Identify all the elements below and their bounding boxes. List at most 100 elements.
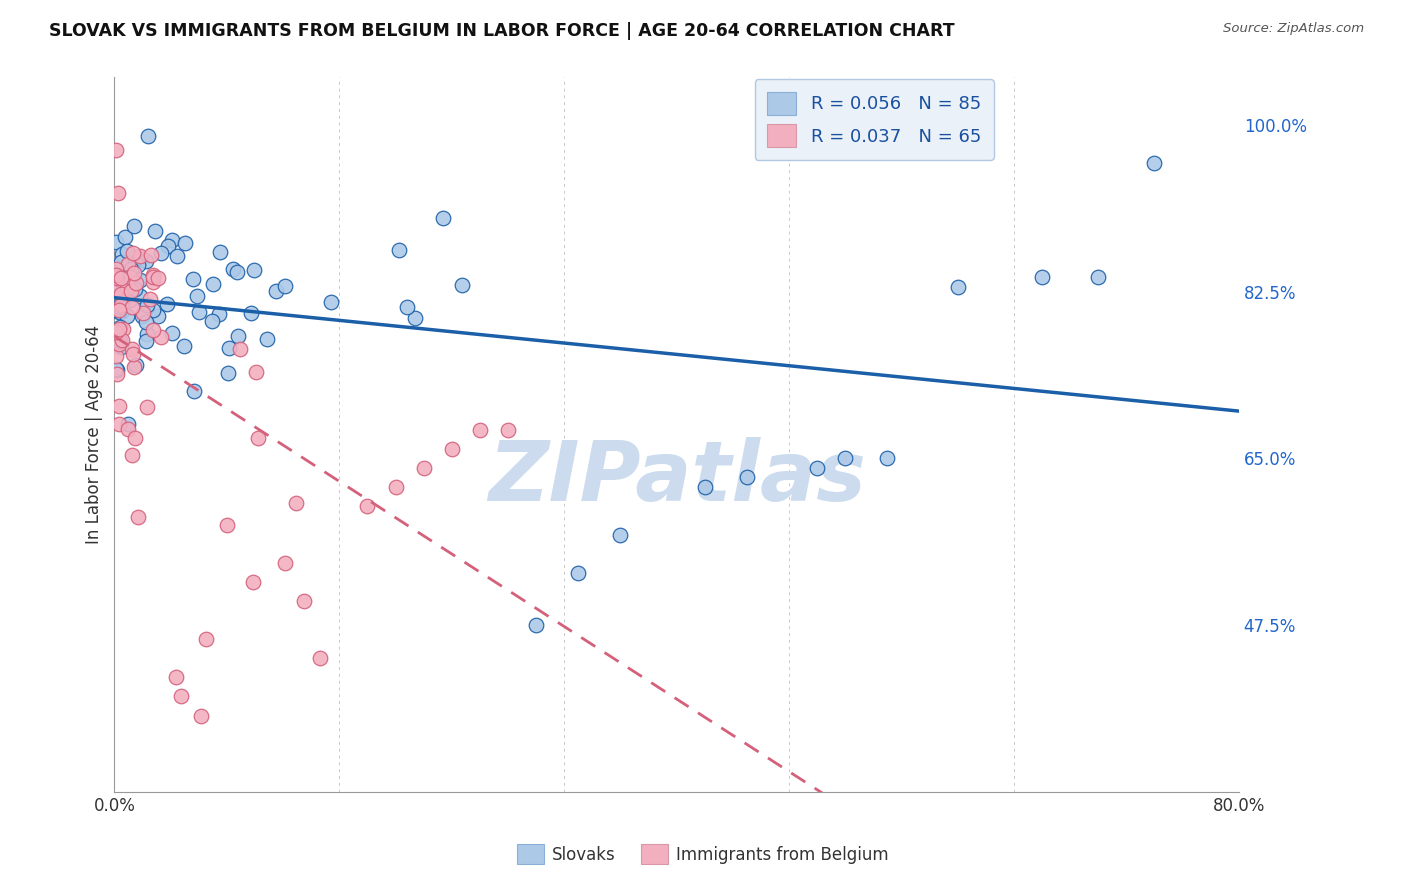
Point [218, 341, 240, 355]
Point [127, 258, 149, 272]
Point [946, 280, 969, 294]
Point [108, 399, 131, 413]
Point [110, 287, 132, 301]
Point [190, 708, 212, 723]
Point [142, 303, 165, 318]
Point [146, 309, 169, 323]
Point [309, 651, 332, 665]
Point [174, 235, 197, 250]
Point [246, 431, 269, 445]
Point [105, 262, 128, 277]
Text: SLOVAK VS IMMIGRANTS FROM BELGIUM IN LABOR FORCE | AGE 20-64 CORRELATION CHART: SLOVAK VS IMMIGRANTS FROM BELGIUM IN LAB… [49, 22, 955, 40]
Point [104, 143, 127, 157]
Point [135, 298, 157, 312]
Point [245, 365, 267, 379]
Point [115, 244, 138, 258]
Point [108, 322, 131, 336]
Point [396, 300, 419, 314]
Point [110, 301, 132, 315]
Point [105, 268, 128, 282]
Point [110, 271, 132, 285]
Point [226, 264, 249, 278]
Point [121, 347, 143, 361]
Point [139, 292, 162, 306]
Point [105, 362, 128, 376]
Point [104, 325, 127, 339]
Point [242, 262, 264, 277]
Point [1087, 270, 1109, 285]
Point [111, 322, 134, 336]
Point [105, 367, 128, 381]
Point [115, 310, 138, 324]
Point [440, 442, 463, 456]
Point [121, 246, 143, 260]
Point [120, 293, 142, 307]
Point [115, 278, 138, 293]
Point [208, 307, 231, 321]
Point [264, 285, 287, 299]
Point [125, 276, 148, 290]
Y-axis label: In Labor Force | Age 20-64: In Labor Force | Age 20-64 [86, 325, 103, 544]
Point [124, 219, 146, 233]
Point [142, 269, 165, 284]
Point [384, 480, 406, 494]
Point [110, 340, 132, 354]
Point [127, 510, 149, 524]
Point [609, 527, 631, 541]
Point [117, 257, 139, 271]
Point [135, 400, 157, 414]
Point [110, 304, 132, 318]
Text: Source: ZipAtlas.com: Source: ZipAtlas.com [1223, 22, 1364, 36]
Point [142, 275, 165, 289]
Point [143, 224, 166, 238]
Point [122, 360, 145, 375]
Legend: R = 0.056   N = 85, R = 0.037   N = 65: R = 0.056 N = 85, R = 0.037 N = 65 [755, 79, 994, 160]
Point [136, 128, 159, 143]
Point [274, 279, 297, 293]
Point [693, 480, 716, 494]
Point [319, 294, 342, 309]
Point [129, 252, 152, 266]
Point [229, 342, 252, 356]
Point [129, 273, 152, 287]
Point [135, 253, 157, 268]
Point [173, 339, 195, 353]
Point [468, 423, 491, 437]
Point [125, 358, 148, 372]
Point [496, 423, 519, 437]
Point [129, 249, 152, 263]
Point [183, 384, 205, 398]
Point [201, 314, 224, 328]
Point [162, 326, 184, 340]
Point [108, 334, 131, 349]
Point [1143, 156, 1166, 170]
Point [284, 496, 307, 510]
Point [107, 186, 129, 200]
Point [108, 337, 131, 351]
Point [104, 349, 127, 363]
Point [121, 300, 143, 314]
Point [117, 417, 139, 431]
Point [239, 306, 262, 320]
Point [104, 303, 127, 318]
Point [107, 303, 129, 318]
Point [166, 249, 188, 263]
Point [162, 234, 184, 248]
Point [156, 296, 179, 310]
Point [115, 274, 138, 288]
Point [117, 422, 139, 436]
Point [217, 518, 239, 533]
Point [166, 670, 188, 684]
Point [524, 618, 547, 632]
Point [111, 333, 134, 347]
Point [107, 276, 129, 290]
Point [105, 283, 128, 297]
Point [146, 271, 169, 285]
Point [387, 244, 409, 258]
Point [131, 309, 153, 323]
Point [404, 310, 426, 325]
Point [274, 556, 297, 570]
Point [120, 262, 142, 277]
Point [209, 244, 232, 259]
Point [132, 306, 155, 320]
